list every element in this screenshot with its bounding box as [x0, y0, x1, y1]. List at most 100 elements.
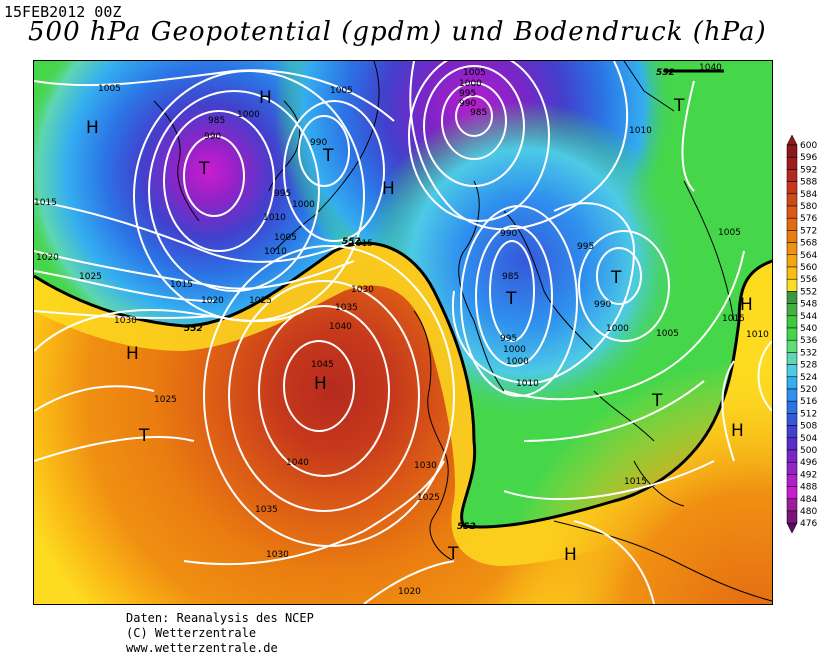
- isobar-label: 1015: [34, 198, 57, 208]
- isobar-label: 990: [310, 138, 327, 148]
- isobar-label: 1025: [249, 296, 272, 306]
- isobar-label: 1030: [114, 316, 137, 326]
- legend-swatch: [786, 193, 798, 207]
- legend-swatch: [786, 266, 798, 280]
- legend-label: 528: [800, 361, 817, 371]
- legend-swatch: [786, 413, 798, 426]
- legend-swatch: [786, 425, 798, 439]
- legend-label: 476: [800, 519, 817, 529]
- legend-label: 508: [800, 422, 817, 432]
- contour-552-label: 552: [656, 68, 675, 78]
- isobar-label: 1020: [201, 296, 224, 306]
- isobar-label: 1025: [154, 395, 177, 405]
- high-marker: H: [740, 295, 753, 315]
- legend-swatch: [786, 327, 798, 341]
- high-marker: H: [126, 344, 139, 364]
- legend-label: 496: [800, 458, 817, 468]
- isobar-label: 1015: [350, 239, 373, 249]
- legend-label: 580: [800, 202, 817, 212]
- credits-line: (C) Wetterzentrale: [126, 626, 257, 640]
- legend-swatch: [786, 352, 798, 365]
- isobar-label: 1035: [255, 505, 278, 515]
- legend-label: 484: [800, 495, 817, 505]
- pressure-centers: H H H H H H H H T T T T T T T T: [86, 88, 753, 565]
- isobar-label: 1015: [170, 280, 193, 290]
- legend-swatch: [786, 474, 798, 487]
- isobar-label: 1010: [629, 126, 652, 136]
- isobar-label: 1000: [506, 357, 529, 367]
- legend-swatch: [786, 278, 798, 292]
- isobar-label: 1020: [36, 253, 59, 263]
- isobar-label: 1010: [264, 247, 287, 257]
- legend-swatch: [786, 461, 798, 475]
- isobar-label: 990: [34, 61, 51, 64]
- isobar-label: 1035: [335, 303, 358, 313]
- legend-label: 560: [800, 263, 817, 273]
- low-marker: T: [198, 159, 210, 179]
- legend-svg: 600 596 592 588 584 580 576 572 568 564 560 556 552 5…: [786, 134, 817, 534]
- high-marker: H: [564, 545, 577, 565]
- high-marker: H: [86, 118, 99, 138]
- isobar-label: 995: [459, 89, 476, 99]
- isobar-label: 1015: [722, 314, 745, 324]
- isobar-label: 1000: [237, 110, 260, 120]
- isobar-label: 1040: [286, 458, 309, 468]
- isobar-label: 1005: [656, 329, 679, 339]
- isobar-label: 1005: [274, 233, 297, 243]
- legend-swatch: [786, 486, 798, 500]
- legend-label: 540: [800, 324, 817, 334]
- legend-swatch: [786, 254, 798, 268]
- date-label: 15FEB2012 00Z: [4, 3, 122, 21]
- legend-label: 596: [800, 153, 817, 163]
- legend-swatch: [786, 315, 798, 329]
- isobar-label: 1010: [746, 330, 769, 340]
- legend-swatch: [786, 242, 798, 256]
- contour-552-label: 552: [184, 324, 203, 334]
- legend-swatch: [786, 510, 798, 524]
- isobar-label: 1040: [329, 322, 352, 332]
- map-svg: 1005 1005 1000 985 990 990 995 1000 1005…: [34, 61, 772, 604]
- legend-label: 544: [800, 312, 817, 322]
- isobar-label: 995: [274, 189, 291, 199]
- legend-swatch: [786, 388, 798, 402]
- legend-swatch: [786, 376, 798, 390]
- coastlines: [153, 61, 772, 602]
- legend-label: 492: [800, 470, 817, 480]
- isobar-label: 1015: [624, 477, 647, 487]
- legend-label: 564: [800, 251, 817, 261]
- low-marker: T: [138, 426, 150, 446]
- weather-map: 1005 1005 1000 985 990 990 995 1000 1005…: [33, 60, 773, 605]
- legend-label: 504: [800, 434, 817, 444]
- legend-label: 520: [800, 385, 817, 395]
- isobar-label: 985: [502, 272, 519, 282]
- legend-label: 552: [800, 287, 817, 297]
- color-legend: 600 596 592 588 584 580 576 572 568 564 560 556 552 5…: [785, 133, 829, 534]
- legend-label: 588: [800, 178, 817, 188]
- legend-swatch: [786, 303, 798, 317]
- legend-swatch: [786, 400, 798, 414]
- isobar-label: 1020: [34, 61, 57, 64]
- isobar-label: 1005: [718, 228, 741, 238]
- credits: Daten: Reanalysis des NCEP (C) Wetterzen…: [126, 611, 314, 656]
- isobar-label: 995: [577, 242, 594, 252]
- legend-swatch: [786, 217, 798, 231]
- legend-label: 548: [800, 300, 817, 310]
- isobar-label: 990: [459, 99, 476, 109]
- isobar-label: 1020: [398, 587, 421, 597]
- isobar-label: 1005: [98, 84, 121, 94]
- isobar-label: 1010: [263, 213, 286, 223]
- isobar-label: 1045: [311, 360, 334, 370]
- high-marker: H: [731, 421, 744, 441]
- isobar-label: 1005: [463, 68, 486, 78]
- isobar-label: 1010: [516, 379, 539, 389]
- legend-swatch: [786, 437, 798, 451]
- legend-swatch: [786, 364, 798, 378]
- legend-label: 600: [800, 141, 817, 151]
- isobar-label: 990: [594, 300, 611, 310]
- isobar-label: 1000: [503, 345, 526, 355]
- isobar-label: 1015: [34, 61, 57, 64]
- legend-label: 536: [800, 336, 817, 346]
- isobar-label: 1025: [34, 61, 57, 64]
- low-marker: T: [322, 146, 334, 166]
- legend-swatch: [786, 339, 798, 353]
